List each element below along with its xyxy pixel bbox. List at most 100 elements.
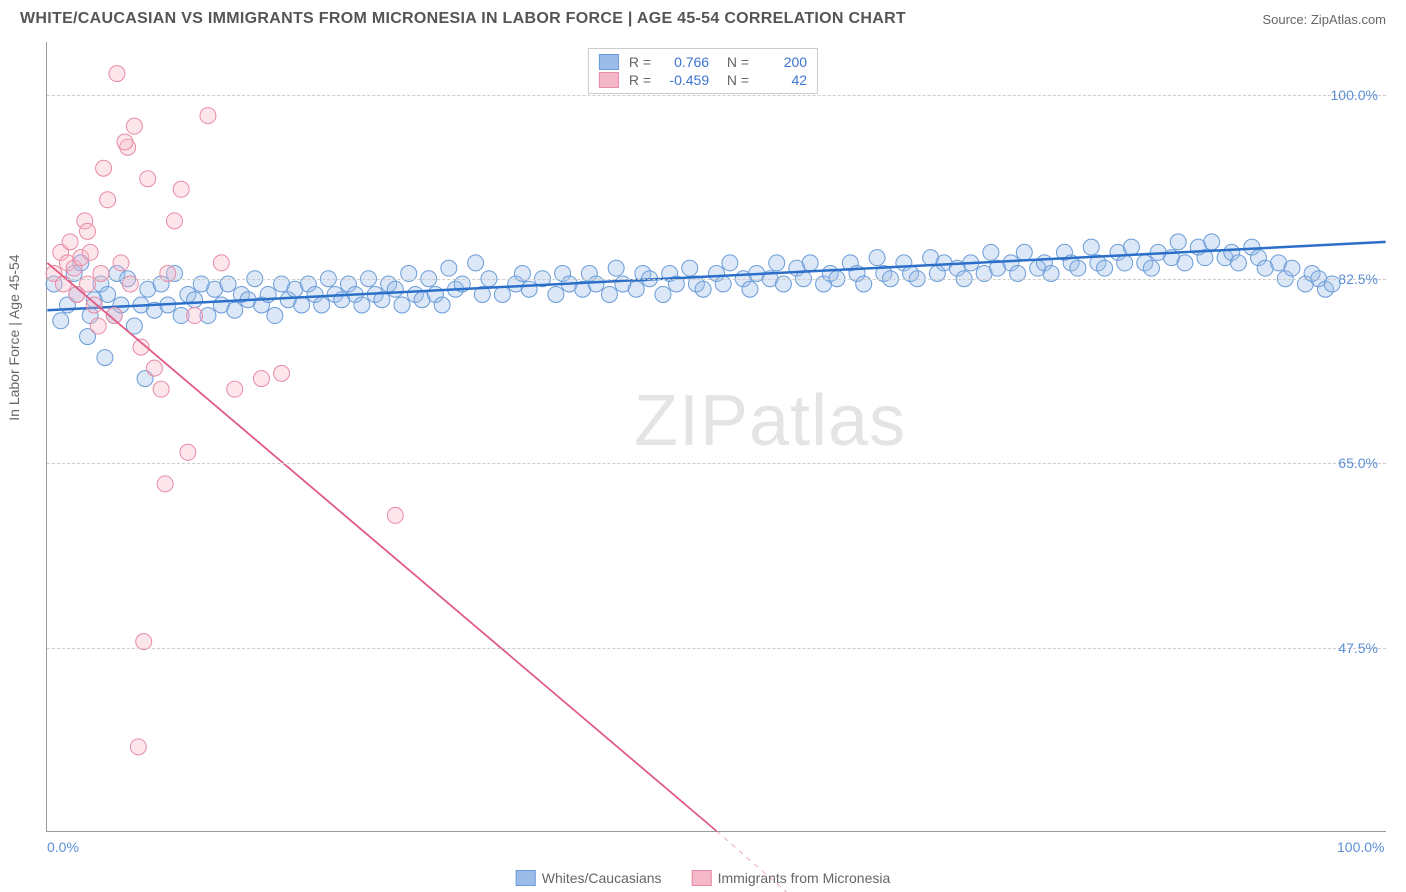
- chart-source: Source: ZipAtlas.com: [1262, 12, 1386, 27]
- chart-title: WHITE/CAUCASIAN VS IMMIGRANTS FROM MICRO…: [20, 10, 906, 28]
- grid-line: [47, 463, 1386, 464]
- legend-stat-row: R = 0.766 N = 200: [599, 53, 807, 71]
- legend-swatch: [599, 54, 619, 70]
- scatter-point: [1170, 234, 1186, 250]
- scatter-point: [1177, 255, 1193, 271]
- scatter-point: [97, 350, 113, 366]
- scatter-point: [1204, 234, 1220, 250]
- scatter-point: [869, 250, 885, 266]
- scatter-point: [109, 66, 125, 82]
- scatter-point: [294, 297, 310, 313]
- scatter-point: [521, 281, 537, 297]
- grid-line: [47, 95, 1386, 96]
- scatter-point: [100, 192, 116, 208]
- legend-series-item: Whites/Caucasians: [516, 870, 662, 886]
- scatter-point: [394, 297, 410, 313]
- scatter-point: [227, 381, 243, 397]
- scatter-point: [695, 281, 711, 297]
- scatter-point: [314, 297, 330, 313]
- scatter-point: [130, 739, 146, 755]
- legend-r-value: 0.766: [661, 54, 709, 70]
- legend-stat-row: R = -0.459 N = 42: [599, 71, 807, 89]
- scatter-point: [1230, 255, 1246, 271]
- scatter-point: [802, 255, 818, 271]
- scatter-point: [769, 255, 785, 271]
- y-tick-label: 65.0%: [1338, 455, 1378, 471]
- x-tick-label: 100.0%: [1337, 839, 1384, 855]
- scatter-point: [434, 297, 450, 313]
- chart-svg: [47, 42, 1386, 831]
- grid-line: [47, 279, 1386, 280]
- legend-n-value: 200: [759, 54, 807, 70]
- legend-swatch: [599, 72, 619, 88]
- scatter-point: [628, 281, 644, 297]
- scatter-point: [126, 118, 142, 134]
- scatter-point: [53, 313, 69, 329]
- legend-swatch: [692, 870, 712, 886]
- legend-n-label: N =: [719, 72, 749, 88]
- legend-r-label: R =: [629, 54, 651, 70]
- scatter-point: [62, 234, 78, 250]
- scatter-point: [274, 365, 290, 381]
- scatter-point: [253, 371, 269, 387]
- scatter-point: [213, 255, 229, 271]
- scatter-point: [1123, 239, 1139, 255]
- scatter-point: [1016, 244, 1032, 260]
- legend-series: Whites/Caucasians Immigrants from Microne…: [516, 870, 891, 886]
- scatter-point: [146, 360, 162, 376]
- scatter-point: [187, 308, 203, 324]
- y-tick-label: 100.0%: [1331, 87, 1378, 103]
- scatter-point: [1083, 239, 1099, 255]
- x-tick-label: 0.0%: [47, 839, 79, 855]
- trend-line: [47, 263, 716, 831]
- y-axis-label: In Labor Force | Age 45-54: [6, 254, 22, 420]
- chart-header: WHITE/CAUCASIAN VS IMMIGRANTS FROM MICRO…: [0, 0, 1406, 34]
- scatter-point: [441, 260, 457, 276]
- scatter-point: [180, 444, 196, 460]
- scatter-point: [100, 286, 116, 302]
- scatter-point: [227, 302, 243, 318]
- legend-n-label: N =: [719, 54, 749, 70]
- scatter-point: [267, 308, 283, 324]
- chart-plot-area: ZIPatlas 47.5%65.0%82.5%100.0%0.0%100.0%: [46, 42, 1386, 832]
- scatter-point: [468, 255, 484, 271]
- scatter-point: [387, 281, 403, 297]
- scatter-point: [200, 108, 216, 124]
- scatter-point: [96, 160, 112, 176]
- grid-line: [47, 648, 1386, 649]
- legend-swatch: [516, 870, 536, 886]
- scatter-point: [387, 507, 403, 523]
- scatter-point: [722, 255, 738, 271]
- scatter-point: [655, 286, 671, 302]
- scatter-point: [548, 286, 564, 302]
- scatter-point: [86, 297, 102, 313]
- scatter-point: [601, 286, 617, 302]
- legend-r-label: R =: [629, 72, 651, 88]
- scatter-point: [90, 318, 106, 334]
- legend-series-label: Whites/Caucasians: [542, 870, 662, 886]
- scatter-point: [82, 244, 98, 260]
- scatter-point: [354, 297, 370, 313]
- scatter-point: [113, 255, 129, 271]
- scatter-point: [1117, 255, 1133, 271]
- legend-n-value: 42: [759, 72, 807, 88]
- scatter-point: [166, 213, 182, 229]
- y-tick-label: 47.5%: [1338, 640, 1378, 656]
- scatter-point: [1143, 260, 1159, 276]
- scatter-point: [1097, 260, 1113, 276]
- legend-r-value: -0.459: [661, 72, 709, 88]
- legend-series-item: Immigrants from Micronesia: [692, 870, 891, 886]
- scatter-point: [1070, 260, 1086, 276]
- legend-stats: R = 0.766 N = 200 R = -0.459 N = 42: [588, 48, 818, 94]
- scatter-point: [494, 286, 510, 302]
- scatter-point: [173, 181, 189, 197]
- scatter-point: [742, 281, 758, 297]
- scatter-point: [187, 292, 203, 308]
- scatter-point: [153, 381, 169, 397]
- scatter-point: [608, 260, 624, 276]
- y-tick-label: 82.5%: [1338, 271, 1378, 287]
- scatter-point: [157, 476, 173, 492]
- legend-series-label: Immigrants from Micronesia: [718, 870, 891, 886]
- scatter-point: [1284, 260, 1300, 276]
- scatter-point: [140, 171, 156, 187]
